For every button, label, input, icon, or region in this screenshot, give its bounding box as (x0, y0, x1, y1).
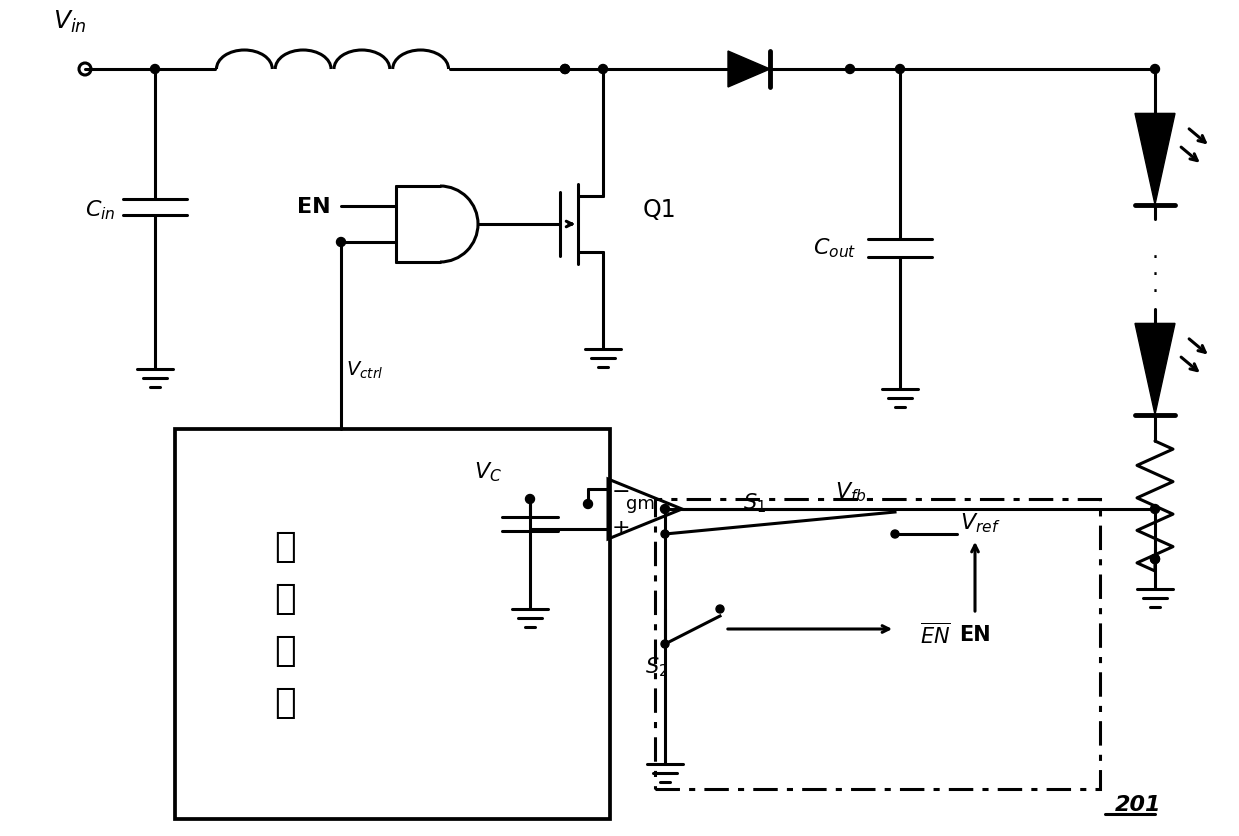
Circle shape (1151, 555, 1160, 563)
Circle shape (1151, 555, 1160, 563)
Text: $\overline{EN}$: $\overline{EN}$ (919, 621, 950, 647)
Circle shape (660, 640, 669, 648)
Circle shape (1151, 65, 1160, 74)
Polygon shape (729, 52, 769, 88)
Bar (175, 430, 610, 819)
Circle shape (560, 65, 570, 74)
Text: 201: 201 (1115, 794, 1161, 814)
Text: $V_{ref}$: $V_{ref}$ (960, 511, 1001, 534)
Text: Q1: Q1 (643, 198, 676, 222)
Text: 制: 制 (274, 581, 296, 615)
Circle shape (1151, 505, 1160, 514)
Circle shape (598, 65, 607, 74)
Text: $-$: $-$ (611, 479, 629, 499)
Text: $V_{ctrl}$: $V_{ctrl}$ (346, 359, 384, 380)
Text: EN: EN (959, 624, 991, 645)
Circle shape (560, 65, 570, 74)
Circle shape (891, 530, 900, 538)
Polygon shape (1135, 115, 1175, 206)
Circle shape (660, 530, 669, 538)
Text: ·
·
·: · · · (1151, 248, 1158, 302)
Text: $V_C$: $V_C$ (475, 460, 502, 483)
Circle shape (660, 505, 669, 514)
Text: $C_{in}$: $C_{in}$ (84, 198, 115, 222)
Text: $+$: $+$ (611, 517, 629, 538)
Circle shape (525, 495, 534, 504)
Circle shape (150, 65, 160, 74)
Circle shape (716, 605, 724, 614)
Text: 路: 路 (274, 686, 296, 719)
Text: $S_1$: $S_1$ (743, 491, 767, 514)
Text: 控: 控 (274, 529, 296, 563)
Text: $C_{out}$: $C_{out}$ (813, 236, 856, 259)
Text: $V_{fb}$: $V_{fb}$ (835, 480, 867, 503)
Circle shape (845, 65, 855, 74)
Text: 电: 电 (274, 633, 296, 667)
Circle shape (337, 238, 346, 247)
Text: EN: EN (297, 196, 331, 217)
Text: gm: gm (626, 494, 654, 512)
Bar (655, 499, 1100, 789)
Text: $V_{in}$: $V_{in}$ (53, 9, 87, 35)
Polygon shape (1135, 324, 1175, 415)
Circle shape (896, 65, 904, 74)
Circle shape (584, 500, 592, 509)
Text: $S_2$: $S_2$ (646, 655, 669, 678)
